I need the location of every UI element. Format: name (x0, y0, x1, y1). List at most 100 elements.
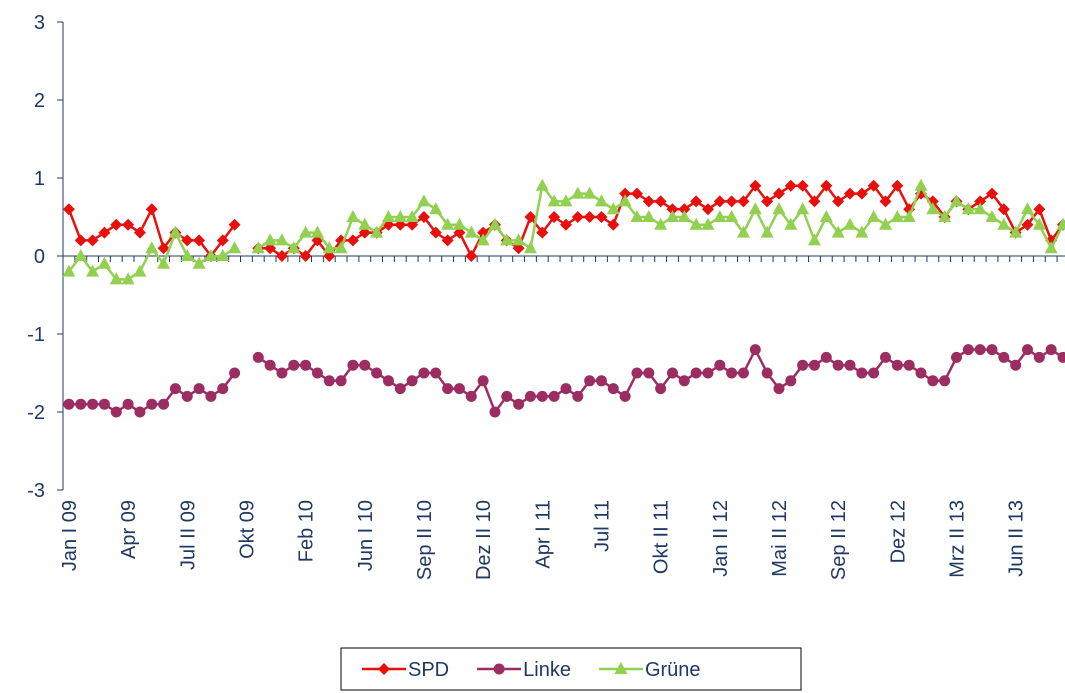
point (678, 375, 690, 387)
point (1009, 225, 1023, 238)
point (133, 226, 146, 239)
x-tick-label: Mai II 12 (769, 500, 791, 577)
point (299, 250, 312, 262)
y-tick-label: 2 (34, 90, 45, 112)
point (949, 194, 963, 207)
point (216, 234, 229, 247)
point (418, 367, 430, 379)
point (902, 210, 916, 222)
point (915, 367, 927, 379)
point (548, 390, 560, 402)
point (832, 359, 844, 371)
point (121, 272, 135, 285)
point (62, 203, 75, 216)
point (322, 241, 336, 254)
point (878, 217, 892, 230)
point (74, 234, 87, 247)
point (441, 217, 455, 230)
point (441, 234, 454, 247)
point (300, 359, 312, 371)
point (512, 233, 526, 246)
point (926, 202, 940, 215)
point (914, 178, 928, 191)
point (890, 210, 904, 222)
point (938, 210, 952, 222)
point (62, 264, 76, 277)
point (146, 398, 158, 410)
point (1032, 217, 1046, 230)
point (109, 272, 123, 285)
point (713, 195, 726, 208)
point (465, 390, 477, 402)
point (381, 210, 395, 222)
point (583, 186, 597, 199)
point (548, 211, 561, 223)
point (678, 203, 691, 216)
point (654, 195, 667, 208)
point (642, 210, 656, 222)
point (346, 210, 360, 222)
point (820, 179, 833, 192)
point (594, 194, 608, 207)
x-tick-label: Sep II 10 (414, 500, 436, 580)
point (193, 383, 205, 395)
point (476, 233, 490, 246)
point (572, 390, 584, 402)
point (867, 210, 881, 222)
point (500, 233, 514, 246)
point (737, 367, 749, 379)
point (299, 225, 313, 238)
point (997, 217, 1011, 230)
point (346, 234, 359, 247)
point (98, 398, 110, 410)
point (1033, 351, 1045, 363)
point (725, 210, 739, 222)
point (535, 178, 549, 191)
point (797, 359, 809, 371)
point (607, 383, 619, 395)
point (619, 187, 632, 200)
point (950, 351, 962, 363)
point (689, 217, 703, 230)
point (405, 210, 419, 222)
point (748, 202, 762, 215)
point (702, 367, 714, 379)
point (855, 225, 869, 238)
point (819, 210, 833, 222)
point (513, 398, 525, 410)
point (110, 406, 122, 418)
point (523, 241, 537, 254)
point (677, 210, 691, 222)
point (736, 225, 750, 238)
point (607, 218, 620, 231)
point (181, 234, 194, 247)
point (204, 249, 218, 261)
point (524, 390, 536, 402)
point (725, 195, 738, 208)
x-tick-label: Jan II 12 (710, 500, 732, 577)
point (477, 375, 489, 387)
point (205, 390, 217, 402)
point (1033, 203, 1046, 216)
point (157, 256, 171, 269)
point (760, 225, 774, 238)
point (985, 187, 998, 200)
point (180, 249, 194, 261)
legend-box (340, 647, 802, 691)
point (358, 217, 372, 230)
x-tick-label: Dez 12 (887, 500, 909, 563)
y-tick-label: -1 (27, 324, 45, 346)
point (808, 359, 820, 371)
point (665, 210, 679, 222)
y-tick-label: 3 (34, 12, 45, 34)
point (501, 390, 513, 402)
point (122, 398, 134, 410)
point (276, 367, 288, 379)
point (133, 264, 147, 277)
point (382, 375, 394, 387)
y-tick-label: -3 (27, 480, 45, 502)
point (772, 187, 785, 200)
point (464, 225, 478, 238)
point (98, 226, 111, 239)
point (690, 195, 703, 208)
